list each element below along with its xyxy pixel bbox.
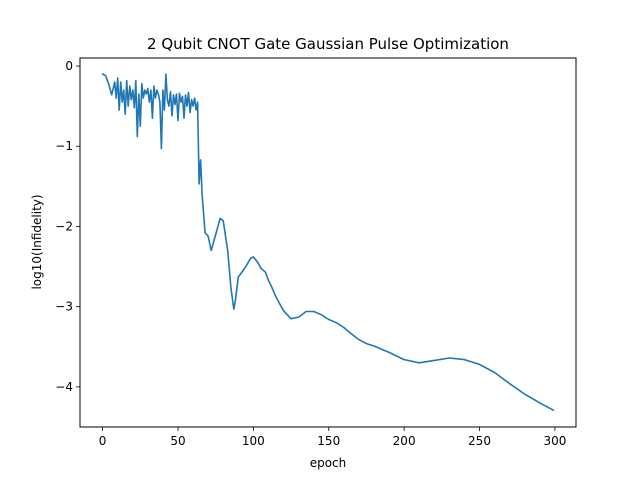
- chart-title: 2 Qubit CNOT Gate Gaussian Pulse Optimiz…: [147, 35, 509, 53]
- x-tick-label: 300: [543, 434, 566, 448]
- y-tick-label: 0: [65, 59, 73, 73]
- x-tick-label: 100: [242, 434, 265, 448]
- y-axis-label: log10(Infidelity): [30, 194, 44, 289]
- x-axis-label: epoch: [310, 456, 347, 470]
- y-tick-label: −2: [55, 219, 73, 233]
- y-tick-label: −4: [55, 380, 73, 394]
- series-line: [101, 73, 555, 411]
- y-tick-label: −1: [55, 139, 73, 153]
- plot-frame: [79, 57, 577, 428]
- x-tick-label: 150: [317, 434, 340, 448]
- x-tick-label: 250: [468, 434, 491, 448]
- x-tick-label: 200: [393, 434, 416, 448]
- x-tick-label: 0: [99, 434, 107, 448]
- y-tick-label: −3: [55, 300, 73, 314]
- axis-ticks: 0 50 100 150 200 250 300 0 −1 −2 −3 −4: [55, 59, 566, 448]
- x-tick-label: 50: [170, 434, 185, 448]
